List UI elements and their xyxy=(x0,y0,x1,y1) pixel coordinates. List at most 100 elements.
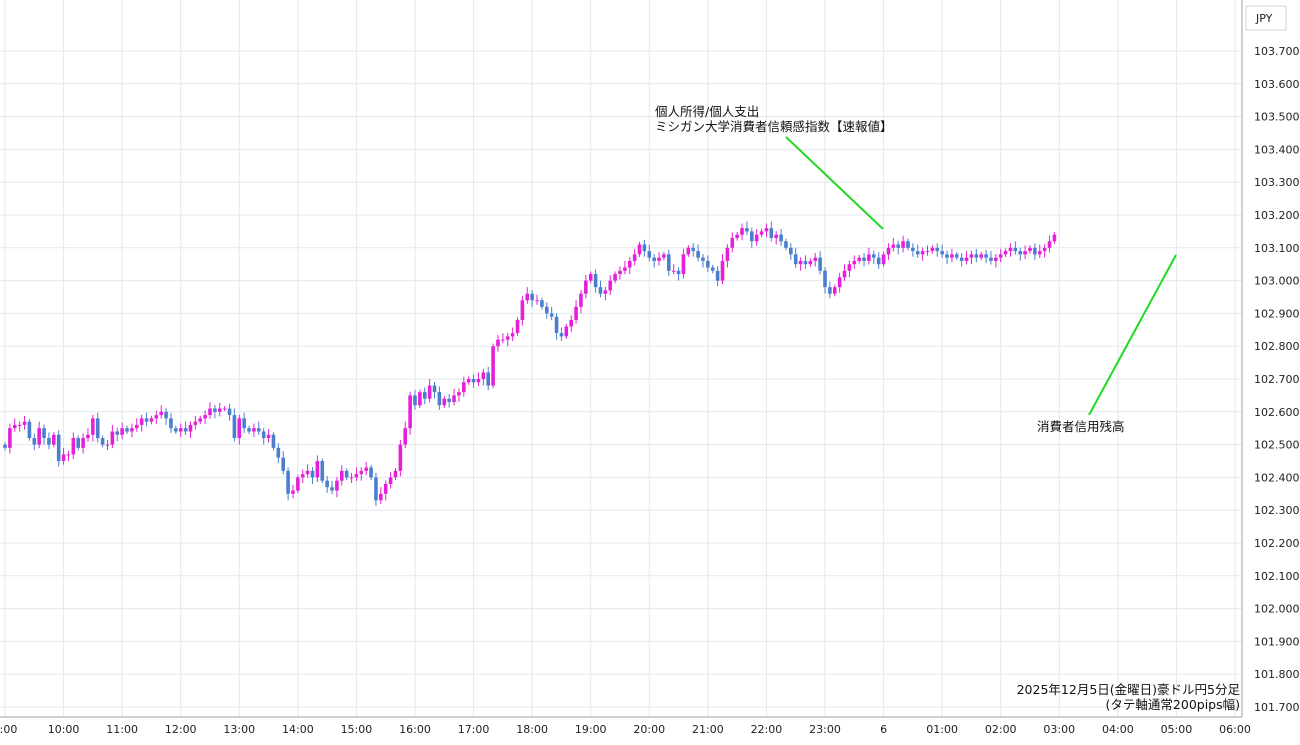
candle xyxy=(198,415,203,425)
candle-body xyxy=(496,339,500,347)
candle xyxy=(745,221,749,236)
candle xyxy=(896,240,901,255)
candle xyxy=(901,235,905,253)
candle-body xyxy=(876,257,881,265)
candle-body xyxy=(906,241,910,248)
candle xyxy=(881,251,886,267)
candle xyxy=(217,402,222,417)
candle-body xyxy=(432,385,437,393)
candle xyxy=(994,254,998,268)
candle xyxy=(325,476,329,493)
candle xyxy=(1018,247,1023,261)
candle-body xyxy=(701,257,705,261)
annotations: 個人所得/個人支出 ミシガン大学消費者信頼感指数【速報値】 消費者信用残高 xyxy=(655,104,1125,434)
candle-body xyxy=(774,234,778,238)
candle-body xyxy=(593,274,598,288)
candle-body xyxy=(1037,251,1042,255)
candle-body xyxy=(52,434,56,445)
candle-body xyxy=(86,434,90,439)
candle xyxy=(354,467,359,482)
candle-body xyxy=(979,254,983,258)
candle-body xyxy=(998,254,1003,258)
candle-body xyxy=(437,392,442,406)
candle-body xyxy=(881,254,886,265)
candle xyxy=(959,253,964,267)
candle-body xyxy=(247,428,251,432)
x-tick-label: 23:00 xyxy=(809,723,841,736)
candle-body xyxy=(501,339,505,341)
candle-body xyxy=(379,493,383,501)
candle-body xyxy=(276,447,281,458)
candle-body xyxy=(706,260,710,268)
candle xyxy=(574,300,578,324)
candle xyxy=(379,487,383,504)
candle-body xyxy=(789,247,793,255)
y-tick-label: 103.400 xyxy=(1254,143,1300,156)
candle xyxy=(125,425,129,435)
candle-body xyxy=(95,418,100,439)
candle-body xyxy=(969,254,974,258)
candle xyxy=(291,484,295,499)
candle xyxy=(535,294,539,305)
candle-body xyxy=(837,277,842,288)
candle-body xyxy=(227,408,232,416)
candle xyxy=(930,245,935,254)
candle-body xyxy=(71,438,76,455)
candle xyxy=(847,260,852,278)
candle xyxy=(8,423,12,454)
candle xyxy=(1047,235,1052,253)
candle xyxy=(984,249,988,264)
candle-body xyxy=(81,438,85,448)
candle-body xyxy=(213,408,217,412)
candle xyxy=(808,258,813,267)
x-tick-label: 12:00 xyxy=(165,723,197,736)
candle-body xyxy=(671,270,676,272)
candle-body xyxy=(574,306,578,320)
candle xyxy=(335,477,339,498)
candle xyxy=(579,290,583,314)
currency-box[interactable] xyxy=(1245,5,1287,31)
candle-body xyxy=(901,241,905,248)
candle-body xyxy=(784,241,788,248)
candle-body xyxy=(564,326,569,337)
candle-body xyxy=(47,438,51,445)
candle xyxy=(27,419,32,441)
candle xyxy=(608,275,613,296)
x-tick-label: 22:00 xyxy=(751,723,783,736)
candle-body xyxy=(735,234,739,238)
x-tick-label: 16:00 xyxy=(399,723,431,736)
candle xyxy=(91,414,95,442)
candle xyxy=(1042,244,1047,258)
candle-body xyxy=(1018,251,1023,255)
candle-body xyxy=(344,470,349,478)
candle xyxy=(1008,243,1013,257)
grid-lines xyxy=(0,0,1242,717)
candle xyxy=(12,418,17,432)
candle-body xyxy=(828,287,832,294)
candle-body xyxy=(315,461,320,478)
y-tick-label: 102.200 xyxy=(1254,537,1300,550)
candle xyxy=(886,243,891,260)
candle-body xyxy=(452,395,456,402)
candle xyxy=(286,467,290,501)
candle-body xyxy=(476,379,481,383)
candle-body xyxy=(56,434,61,461)
candle xyxy=(344,468,349,481)
candle xyxy=(476,372,481,386)
candle-body xyxy=(115,431,120,435)
candle-body xyxy=(110,431,115,445)
candle xyxy=(359,467,364,481)
candle-body xyxy=(354,474,359,478)
candle xyxy=(1033,243,1037,260)
candle-body xyxy=(42,428,46,439)
candle-body xyxy=(442,398,447,406)
candle-body xyxy=(183,428,188,432)
candle-body xyxy=(959,257,964,261)
candle-body xyxy=(911,247,915,252)
candle-body xyxy=(862,257,866,261)
candle-body xyxy=(584,280,588,294)
candle-body xyxy=(1042,247,1047,252)
candle-body xyxy=(12,424,17,429)
x-tick-label: 14:00 xyxy=(282,723,314,736)
annotation-label: 個人所得/個人支出 xyxy=(655,104,759,119)
